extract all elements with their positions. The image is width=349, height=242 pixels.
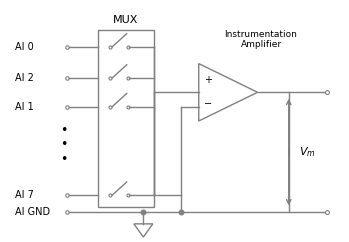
Text: AI GND: AI GND bbox=[15, 207, 50, 217]
Text: AI 0: AI 0 bbox=[15, 42, 34, 52]
Text: AI 7: AI 7 bbox=[15, 190, 34, 200]
Text: AI 1: AI 1 bbox=[15, 102, 34, 112]
Text: +: + bbox=[204, 75, 212, 85]
Bar bbox=[98, 30, 154, 207]
Text: MUX: MUX bbox=[113, 15, 139, 25]
Text: AI 2: AI 2 bbox=[15, 73, 34, 83]
Text: •: • bbox=[60, 138, 67, 151]
Text: −: − bbox=[204, 99, 212, 109]
Text: •: • bbox=[60, 153, 67, 166]
Text: $V_m$: $V_m$ bbox=[299, 145, 316, 159]
Text: •: • bbox=[60, 124, 67, 137]
Text: Instrumentation
Amplifier: Instrumentation Amplifier bbox=[225, 30, 297, 49]
